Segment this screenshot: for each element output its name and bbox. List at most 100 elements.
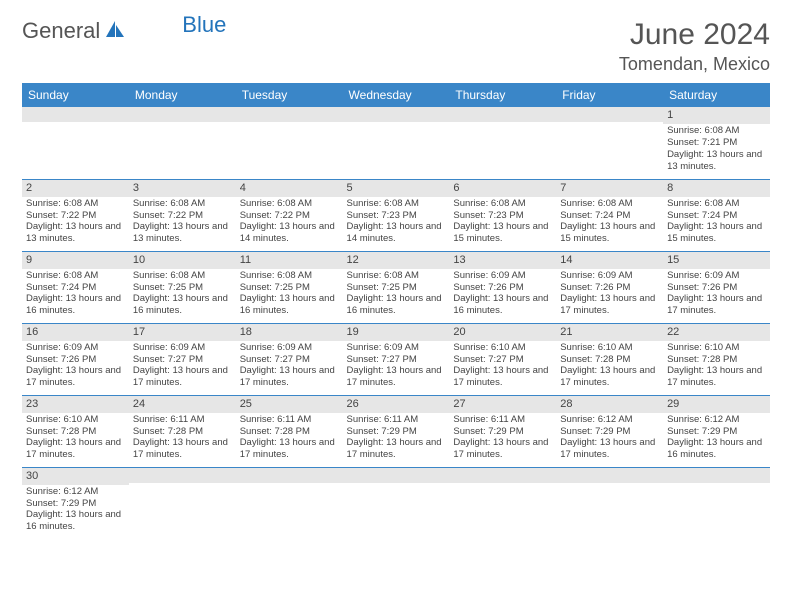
day-number: 10 xyxy=(129,252,236,269)
day-detail: Sunrise: 6:11 AMSunset: 7:28 PMDaylight:… xyxy=(129,413,236,465)
day-number xyxy=(236,468,343,483)
day-detail xyxy=(449,483,556,531)
day-detail xyxy=(22,122,129,170)
calendar-cell xyxy=(663,467,770,539)
calendar-cell: 14Sunrise: 6:09 AMSunset: 7:26 PMDayligh… xyxy=(556,251,663,323)
calendar-cell xyxy=(129,467,236,539)
calendar-table: Sunday Monday Tuesday Wednesday Thursday… xyxy=(22,83,770,539)
day-detail: Sunrise: 6:11 AMSunset: 7:29 PMDaylight:… xyxy=(343,413,450,465)
dayhead-tue: Tuesday xyxy=(236,83,343,107)
dayhead-sun: Sunday xyxy=(22,83,129,107)
day-detail xyxy=(343,483,450,531)
day-detail: Sunrise: 6:11 AMSunset: 7:28 PMDaylight:… xyxy=(236,413,343,465)
day-detail: Sunrise: 6:09 AMSunset: 7:26 PMDaylight:… xyxy=(22,341,129,393)
day-detail xyxy=(663,483,770,531)
day-detail: Sunrise: 6:08 AMSunset: 7:25 PMDaylight:… xyxy=(129,269,236,321)
calendar-cell: 20Sunrise: 6:10 AMSunset: 7:27 PMDayligh… xyxy=(449,323,556,395)
calendar-row: 30Sunrise: 6:12 AMSunset: 7:29 PMDayligh… xyxy=(22,467,770,539)
calendar-cell: 2Sunrise: 6:08 AMSunset: 7:22 PMDaylight… xyxy=(22,179,129,251)
day-detail: Sunrise: 6:08 AMSunset: 7:24 PMDaylight:… xyxy=(556,197,663,249)
calendar-cell xyxy=(343,467,450,539)
calendar-cell: 12Sunrise: 6:08 AMSunset: 7:25 PMDayligh… xyxy=(343,251,450,323)
calendar-cell xyxy=(449,467,556,539)
brand-text-part1: General xyxy=(22,18,100,44)
day-number xyxy=(663,468,770,483)
day-detail: Sunrise: 6:12 AMSunset: 7:29 PMDaylight:… xyxy=(663,413,770,465)
day-detail: Sunrise: 6:08 AMSunset: 7:24 PMDaylight:… xyxy=(22,269,129,321)
day-number: 3 xyxy=(129,180,236,197)
calendar-row: 23Sunrise: 6:10 AMSunset: 7:28 PMDayligh… xyxy=(22,395,770,467)
title-block: June 2024 Tomendan, Mexico xyxy=(619,18,770,75)
day-number: 29 xyxy=(663,396,770,413)
day-detail: Sunrise: 6:08 AMSunset: 7:24 PMDaylight:… xyxy=(663,197,770,249)
calendar-cell: 29Sunrise: 6:12 AMSunset: 7:29 PMDayligh… xyxy=(663,395,770,467)
day-detail xyxy=(343,122,450,170)
calendar-cell: 18Sunrise: 6:09 AMSunset: 7:27 PMDayligh… xyxy=(236,323,343,395)
calendar-row: 2Sunrise: 6:08 AMSunset: 7:22 PMDaylight… xyxy=(22,179,770,251)
day-number: 30 xyxy=(22,468,129,485)
calendar-cell: 17Sunrise: 6:09 AMSunset: 7:27 PMDayligh… xyxy=(129,323,236,395)
calendar-cell: 7Sunrise: 6:08 AMSunset: 7:24 PMDaylight… xyxy=(556,179,663,251)
day-detail xyxy=(236,122,343,170)
calendar-cell: 10Sunrise: 6:08 AMSunset: 7:25 PMDayligh… xyxy=(129,251,236,323)
day-number: 17 xyxy=(129,324,236,341)
day-number xyxy=(449,107,556,122)
calendar-cell xyxy=(556,467,663,539)
calendar-row: 1Sunrise: 6:08 AMSunset: 7:21 PMDaylight… xyxy=(22,107,770,179)
calendar-cell: 22Sunrise: 6:10 AMSunset: 7:28 PMDayligh… xyxy=(663,323,770,395)
calendar-cell: 8Sunrise: 6:08 AMSunset: 7:24 PMDaylight… xyxy=(663,179,770,251)
calendar-cell: 9Sunrise: 6:08 AMSunset: 7:24 PMDaylight… xyxy=(22,251,129,323)
dayhead-mon: Monday xyxy=(129,83,236,107)
calendar-cell xyxy=(449,107,556,179)
day-number: 18 xyxy=(236,324,343,341)
calendar-cell xyxy=(129,107,236,179)
day-number xyxy=(556,468,663,483)
calendar-cell: 19Sunrise: 6:09 AMSunset: 7:27 PMDayligh… xyxy=(343,323,450,395)
day-number xyxy=(22,107,129,122)
calendar-cell: 23Sunrise: 6:10 AMSunset: 7:28 PMDayligh… xyxy=(22,395,129,467)
calendar-cell: 24Sunrise: 6:11 AMSunset: 7:28 PMDayligh… xyxy=(129,395,236,467)
day-number: 4 xyxy=(236,180,343,197)
calendar-cell xyxy=(556,107,663,179)
calendar-cell: 26Sunrise: 6:11 AMSunset: 7:29 PMDayligh… xyxy=(343,395,450,467)
day-detail: Sunrise: 6:08 AMSunset: 7:22 PMDaylight:… xyxy=(129,197,236,249)
calendar-cell: 1Sunrise: 6:08 AMSunset: 7:21 PMDaylight… xyxy=(663,107,770,179)
day-header-row: Sunday Monday Tuesday Wednesday Thursday… xyxy=(22,83,770,107)
day-detail: Sunrise: 6:10 AMSunset: 7:28 PMDaylight:… xyxy=(22,413,129,465)
day-detail: Sunrise: 6:08 AMSunset: 7:22 PMDaylight:… xyxy=(22,197,129,249)
day-detail xyxy=(129,483,236,531)
day-detail: Sunrise: 6:10 AMSunset: 7:27 PMDaylight:… xyxy=(449,341,556,393)
day-detail: Sunrise: 6:08 AMSunset: 7:21 PMDaylight:… xyxy=(663,124,770,176)
day-number xyxy=(343,107,450,122)
calendar-cell: 21Sunrise: 6:10 AMSunset: 7:28 PMDayligh… xyxy=(556,323,663,395)
dayhead-wed: Wednesday xyxy=(343,83,450,107)
day-number: 22 xyxy=(663,324,770,341)
location-label: Tomendan, Mexico xyxy=(619,54,770,75)
day-number: 9 xyxy=(22,252,129,269)
day-number: 2 xyxy=(22,180,129,197)
day-number: 28 xyxy=(556,396,663,413)
day-detail: Sunrise: 6:08 AMSunset: 7:25 PMDaylight:… xyxy=(236,269,343,321)
sail-icon xyxy=(104,19,126,44)
day-number: 5 xyxy=(343,180,450,197)
day-detail: Sunrise: 6:10 AMSunset: 7:28 PMDaylight:… xyxy=(556,341,663,393)
day-number: 23 xyxy=(22,396,129,413)
day-detail: Sunrise: 6:09 AMSunset: 7:27 PMDaylight:… xyxy=(343,341,450,393)
calendar-cell: 30Sunrise: 6:12 AMSunset: 7:29 PMDayligh… xyxy=(22,467,129,539)
day-number: 21 xyxy=(556,324,663,341)
calendar-row: 16Sunrise: 6:09 AMSunset: 7:26 PMDayligh… xyxy=(22,323,770,395)
calendar-cell: 27Sunrise: 6:11 AMSunset: 7:29 PMDayligh… xyxy=(449,395,556,467)
day-detail: Sunrise: 6:09 AMSunset: 7:26 PMDaylight:… xyxy=(556,269,663,321)
day-number: 15 xyxy=(663,252,770,269)
day-detail: Sunrise: 6:10 AMSunset: 7:28 PMDaylight:… xyxy=(663,341,770,393)
calendar-cell: 5Sunrise: 6:08 AMSunset: 7:23 PMDaylight… xyxy=(343,179,450,251)
day-number: 20 xyxy=(449,324,556,341)
day-number: 12 xyxy=(343,252,450,269)
day-detail: Sunrise: 6:12 AMSunset: 7:29 PMDaylight:… xyxy=(556,413,663,465)
day-number xyxy=(556,107,663,122)
day-detail xyxy=(556,483,663,531)
day-detail xyxy=(449,122,556,170)
calendar-cell xyxy=(22,107,129,179)
day-detail: Sunrise: 6:11 AMSunset: 7:29 PMDaylight:… xyxy=(449,413,556,465)
brand-text-part2: Blue xyxy=(182,12,226,38)
